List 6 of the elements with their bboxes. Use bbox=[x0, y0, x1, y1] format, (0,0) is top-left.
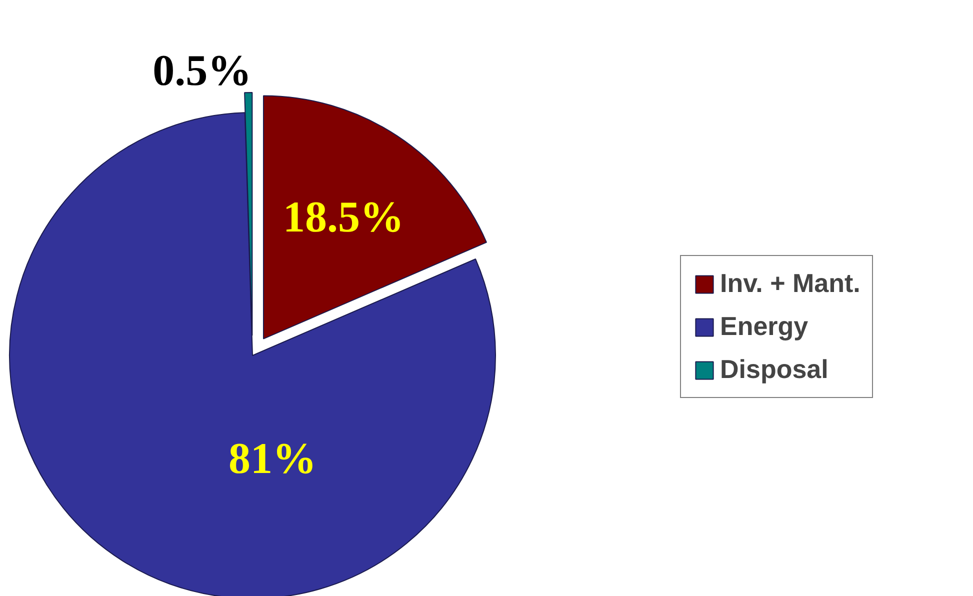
data-label: 81% bbox=[228, 434, 316, 483]
legend-label: Disposal bbox=[720, 354, 828, 385]
legend-label: Inv. + Mant. bbox=[720, 268, 860, 299]
data-label: 18.5% bbox=[283, 192, 404, 242]
data-label: 0.5% bbox=[152, 46, 252, 95]
legend-label: Energy bbox=[720, 311, 808, 342]
